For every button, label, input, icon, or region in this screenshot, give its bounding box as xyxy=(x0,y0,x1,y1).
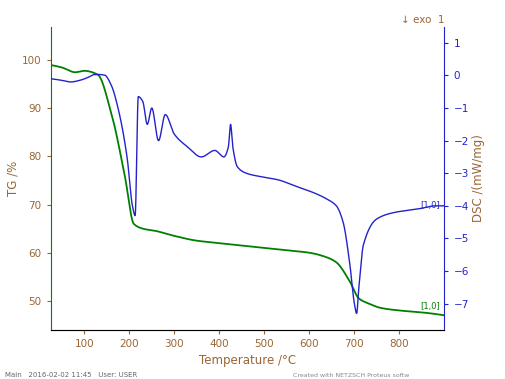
Text: [1,0]: [1,0] xyxy=(420,201,440,210)
Y-axis label: TG /%: TG /% xyxy=(6,160,19,196)
X-axis label: Temperature /°C: Temperature /°C xyxy=(199,354,296,367)
Text: Main   2016-02-02 11:45   User: USER: Main 2016-02-02 11:45 User: USER xyxy=(5,372,137,378)
Y-axis label: DSC /(mW/mg): DSC /(mW/mg) xyxy=(472,134,485,222)
Text: ↓ exo  1: ↓ exo 1 xyxy=(401,15,444,25)
Text: [1,0]: [1,0] xyxy=(420,302,440,312)
Text: Created with NETZSCH Proteus softw: Created with NETZSCH Proteus softw xyxy=(293,373,409,378)
